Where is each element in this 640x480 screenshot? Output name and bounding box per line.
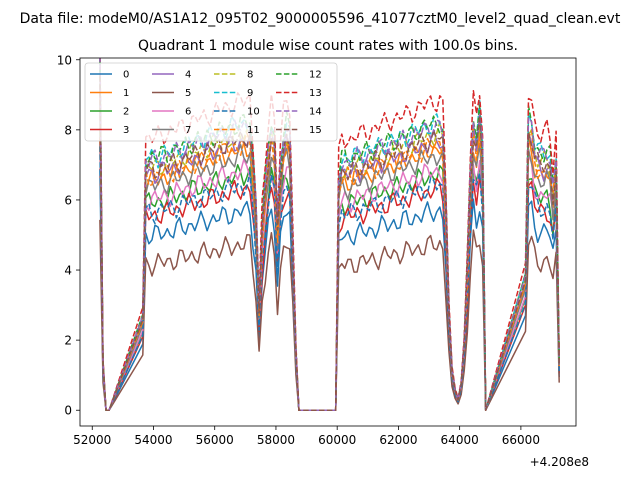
legend-label-11: 11 xyxy=(247,125,260,136)
chart-title: Quadrant 1 module wise count rates with … xyxy=(138,38,518,54)
legend-label-9: 9 xyxy=(247,88,253,99)
y-tick-label: 6 xyxy=(64,193,72,207)
x-tick-label: 60000 xyxy=(318,433,356,447)
axes-layer: 52000 54000 56000 58000 60000 62000 64000 66000… xyxy=(57,53,540,447)
x-tick-label: 58000 xyxy=(257,433,295,447)
legend-label-1: 1 xyxy=(123,88,129,99)
figure-suptitle: Data file: modeM0/AS1A12_095T02_90000055… xyxy=(20,11,621,27)
series-line-10 xyxy=(99,146,560,411)
x-offset-label: +4.208e8 xyxy=(530,455,589,469)
x-tick-label: 66000 xyxy=(502,433,540,447)
series-line-5 xyxy=(99,219,560,411)
y-tick-label: 8 xyxy=(64,123,72,137)
legend-label-0: 0 xyxy=(123,70,129,81)
x-tick-label: 64000 xyxy=(441,433,479,447)
series-line-15 xyxy=(99,76,560,411)
legend-label-15: 15 xyxy=(309,125,322,136)
legend-label-3: 3 xyxy=(123,125,129,136)
x-tick-label: 54000 xyxy=(134,433,172,447)
legend-label-4: 4 xyxy=(185,70,191,81)
y-tick-label: 4 xyxy=(64,264,72,278)
legend-label-12: 12 xyxy=(309,70,322,81)
legend-label-10: 10 xyxy=(247,107,260,118)
y-tick-label: 2 xyxy=(64,334,72,348)
x-tick-label: 62000 xyxy=(379,433,417,447)
legend-label-8: 8 xyxy=(247,70,253,81)
legend-label-5: 5 xyxy=(185,88,191,99)
x-tick-label: 52000 xyxy=(73,433,111,447)
x-tick-label: 56000 xyxy=(196,433,234,447)
legend-label-2: 2 xyxy=(123,107,129,118)
y-tick-label: 0 xyxy=(64,404,72,418)
legend-label-6: 6 xyxy=(185,107,191,118)
series-layer xyxy=(99,58,560,411)
y-tick-label: 10 xyxy=(57,53,72,67)
legend-label-7: 7 xyxy=(185,125,191,136)
legend-label-13: 13 xyxy=(309,88,322,99)
legend-box xyxy=(84,62,338,142)
legend-label-14: 14 xyxy=(309,107,322,118)
plot-frame xyxy=(79,57,577,427)
